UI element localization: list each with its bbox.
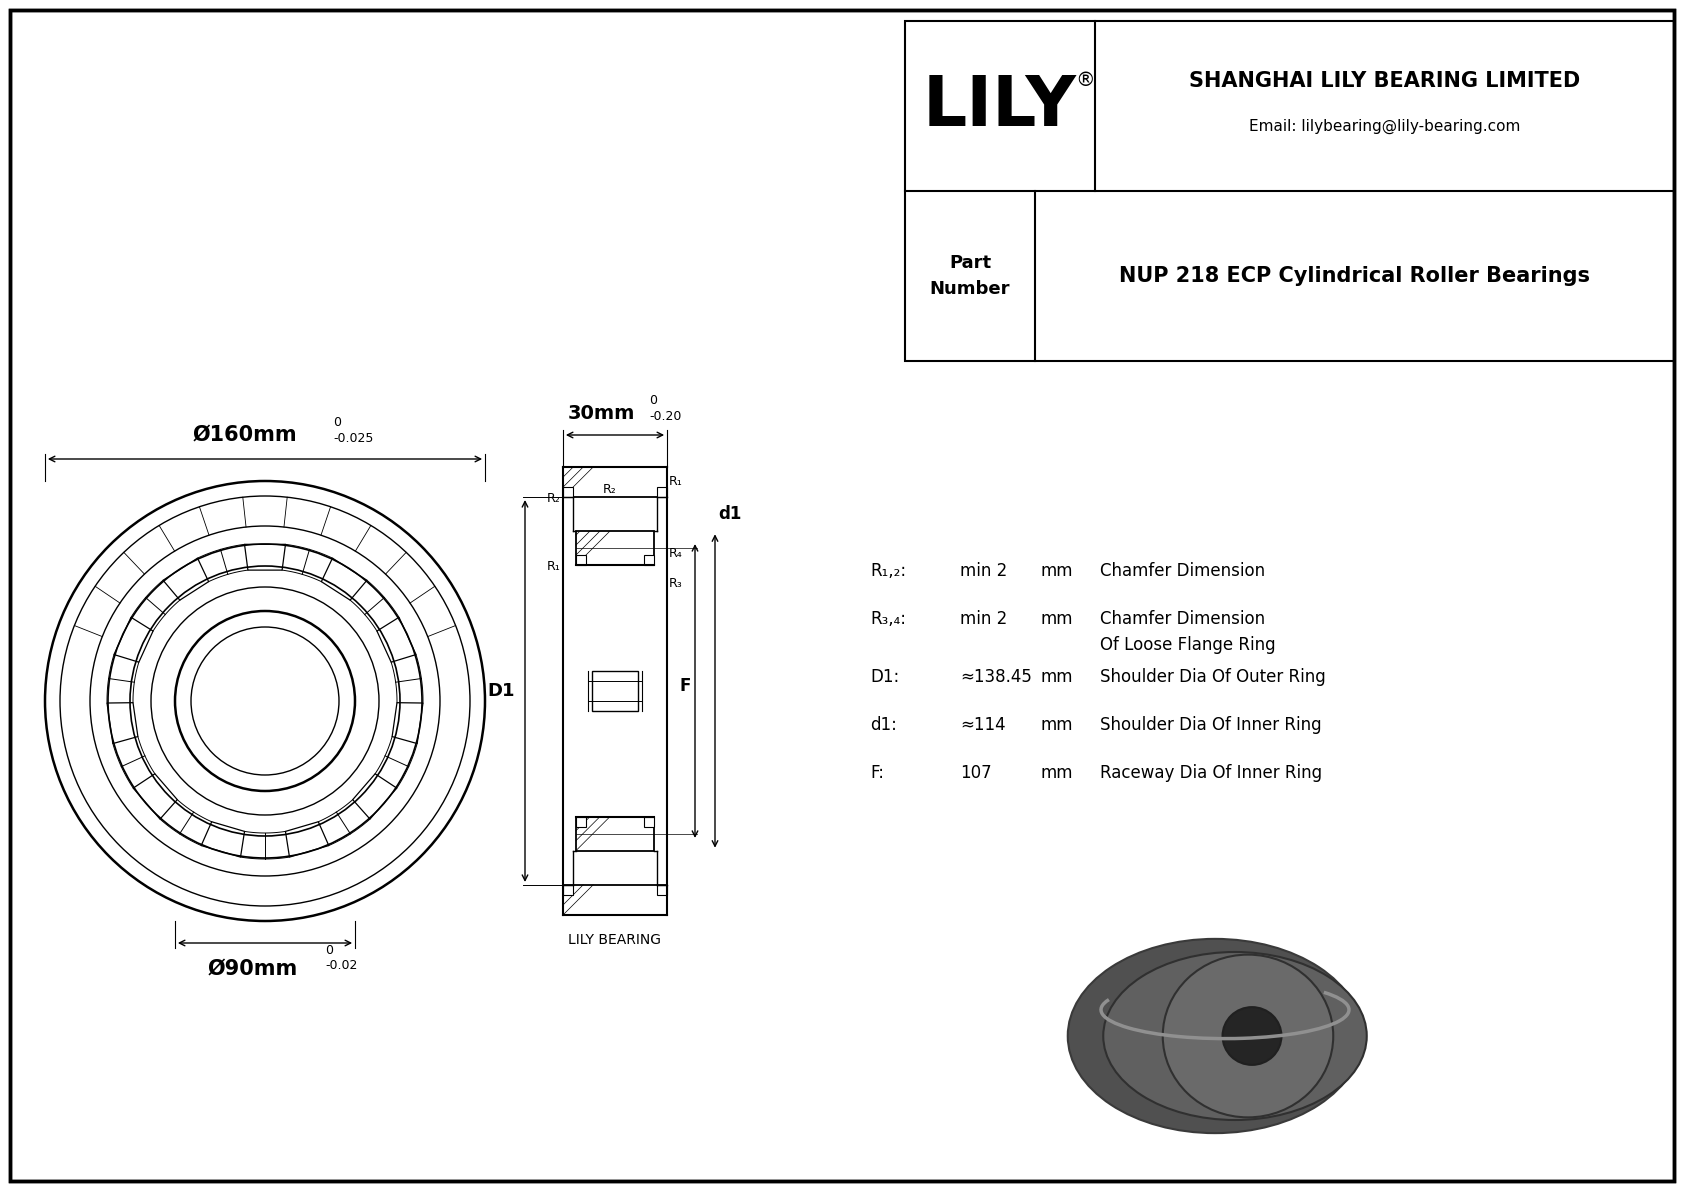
Text: R₁: R₁ xyxy=(669,475,682,488)
Text: 30mm: 30mm xyxy=(568,404,635,423)
Text: 0: 0 xyxy=(325,944,333,958)
Text: mm: mm xyxy=(1041,610,1073,628)
Text: R₂: R₂ xyxy=(547,492,561,505)
Text: Email: lilybearing@lily-bearing.com: Email: lilybearing@lily-bearing.com xyxy=(1250,118,1521,133)
Text: LILY: LILY xyxy=(923,73,1078,139)
Text: 0: 0 xyxy=(333,416,340,429)
Bar xyxy=(576,817,653,850)
Text: D1: D1 xyxy=(487,682,515,700)
Bar xyxy=(576,817,586,827)
Bar xyxy=(562,885,573,894)
Ellipse shape xyxy=(1068,939,1362,1133)
Ellipse shape xyxy=(1162,955,1334,1117)
Text: -0.20: -0.20 xyxy=(648,410,682,423)
Text: -0.025: -0.025 xyxy=(333,432,374,445)
Text: 0: 0 xyxy=(648,394,657,407)
Text: SHANGHAI LILY BEARING LIMITED: SHANGHAI LILY BEARING LIMITED xyxy=(1189,71,1580,91)
Text: F: F xyxy=(680,676,690,696)
Text: min 2: min 2 xyxy=(960,562,1007,580)
Text: mm: mm xyxy=(1041,716,1073,734)
Text: Chamfer Dimension: Chamfer Dimension xyxy=(1100,562,1265,580)
Text: -0.02: -0.02 xyxy=(325,959,357,972)
Bar xyxy=(591,671,638,711)
Bar xyxy=(576,531,653,565)
Text: D1:: D1: xyxy=(871,668,899,686)
Text: Chamfer Dimension: Chamfer Dimension xyxy=(1100,610,1265,628)
Text: mm: mm xyxy=(1041,668,1073,686)
Bar xyxy=(576,555,586,565)
Text: R₃: R₃ xyxy=(669,576,682,590)
Ellipse shape xyxy=(1223,1008,1282,1065)
Text: NUP 218 ECP Cylindrical Roller Bearings: NUP 218 ECP Cylindrical Roller Bearings xyxy=(1118,266,1590,286)
Text: mm: mm xyxy=(1041,562,1073,580)
Ellipse shape xyxy=(1103,952,1367,1120)
Text: R₃,₄:: R₃,₄: xyxy=(871,610,906,628)
Text: ®: ® xyxy=(1074,70,1095,89)
Text: min 2: min 2 xyxy=(960,610,1007,628)
Text: ≈138.45: ≈138.45 xyxy=(960,668,1032,686)
Text: Shoulder Dia Of Inner Ring: Shoulder Dia Of Inner Ring xyxy=(1100,716,1322,734)
Text: R₂: R₂ xyxy=(603,484,616,495)
Text: mm: mm xyxy=(1041,763,1073,781)
Bar xyxy=(657,487,667,497)
Text: 107: 107 xyxy=(960,763,992,781)
Text: R₄: R₄ xyxy=(669,547,682,560)
Text: d1:: d1: xyxy=(871,716,898,734)
Text: F:: F: xyxy=(871,763,884,781)
Text: Part
Number: Part Number xyxy=(930,255,1010,298)
Bar xyxy=(904,21,1674,361)
Text: Shoulder Dia Of Outer Ring: Shoulder Dia Of Outer Ring xyxy=(1100,668,1325,686)
Text: R₁: R₁ xyxy=(547,560,561,573)
Text: Raceway Dia Of Inner Ring: Raceway Dia Of Inner Ring xyxy=(1100,763,1322,781)
Bar xyxy=(562,467,667,497)
Bar xyxy=(643,817,653,827)
Bar xyxy=(562,885,667,915)
Text: LILY BEARING: LILY BEARING xyxy=(569,933,662,947)
Text: Ø160mm: Ø160mm xyxy=(192,425,298,445)
Text: Ø90mm: Ø90mm xyxy=(207,959,298,979)
Bar xyxy=(657,885,667,894)
Text: Of Loose Flange Ring: Of Loose Flange Ring xyxy=(1100,636,1275,654)
Text: R₁,₂:: R₁,₂: xyxy=(871,562,906,580)
Bar xyxy=(562,487,573,497)
Text: ≈114: ≈114 xyxy=(960,716,1005,734)
Bar xyxy=(643,555,653,565)
Text: d1: d1 xyxy=(717,505,741,523)
